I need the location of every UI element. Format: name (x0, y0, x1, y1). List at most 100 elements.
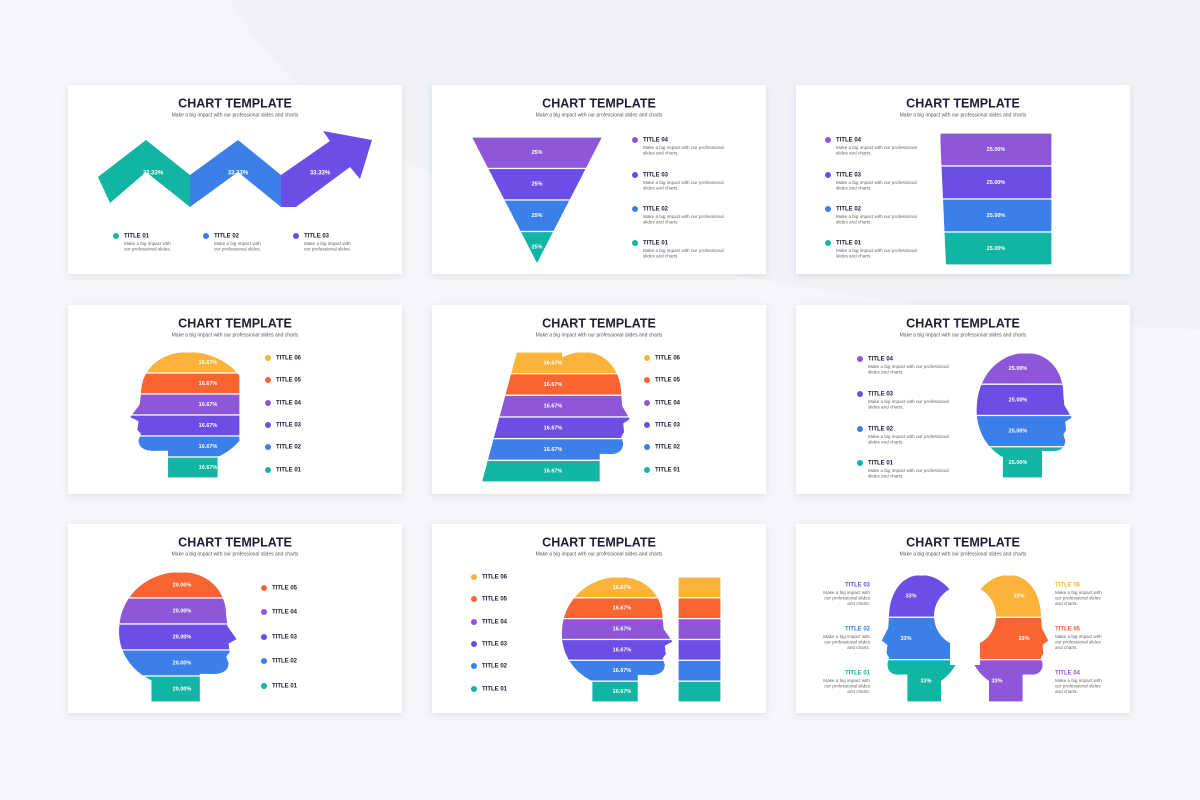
legend-dot (203, 233, 209, 239)
band-value: 20.00% (173, 686, 192, 692)
legend-dot (632, 137, 638, 143)
legend-dot (265, 422, 271, 428)
shape-group (130, 352, 241, 478)
band-value: 16.67% (199, 381, 218, 387)
band-value: 25.00% (1009, 460, 1028, 466)
band-value: 16.67% (544, 447, 563, 453)
band-value: 16.67% (544, 469, 563, 475)
band-value: 16.67% (613, 585, 632, 591)
band-value: 16.67% (613, 689, 632, 695)
slide-subtitle: Make a big impact with our professional … (172, 332, 299, 338)
item-title: TITLE 01 (124, 234, 150, 240)
item-text: slides and charts. (868, 405, 904, 410)
slide-card (796, 305, 1130, 494)
band-value: 33% (905, 594, 916, 600)
segment-value: 33.33% (228, 171, 249, 177)
band-value: 16.67% (613, 647, 632, 653)
item-text: Make a big impact with (1055, 590, 1102, 595)
item-title: TITLE 05 (1055, 627, 1081, 633)
item-title: TITLE 04 (836, 138, 862, 144)
slide-subtitle: Make a big impact with our professional … (536, 112, 663, 118)
slide-subtitle: Make a big impact with our professional … (172, 551, 299, 557)
slide-subtitle: Make a big impact with our professional … (172, 112, 299, 118)
item-text: and charts. (847, 645, 870, 650)
band-value: 20.00% (173, 634, 192, 640)
band-value: 16.67% (199, 444, 218, 450)
item-text: slides and charts. (643, 220, 679, 225)
item-text: slides and charts. (836, 220, 872, 225)
slide-title: CHART TEMPLATE (542, 96, 656, 110)
item-title: TITLE 03 (276, 423, 302, 429)
band-value: 16.67% (544, 382, 563, 388)
band-value: 25.00% (1009, 397, 1028, 403)
item-text: Make a big impact with our professional (836, 248, 917, 253)
band (119, 623, 237, 651)
band (482, 459, 630, 482)
item-text: our professional slides (824, 596, 870, 601)
band (940, 231, 1052, 265)
slide-title: CHART TEMPLATE (178, 316, 292, 330)
shape-group (482, 352, 630, 482)
band-value: 25% (531, 150, 542, 156)
item-text: Make a big impact with (1055, 634, 1102, 639)
item-title: TITLE 03 (304, 234, 330, 240)
item-text: Make a big impact with (823, 678, 870, 683)
slide-subtitle: Make a big impact with our professional … (536, 551, 663, 557)
item-text: our professional slides. (304, 247, 351, 252)
slide-title: CHART TEMPLATE (178, 96, 292, 110)
band-value: 16.67% (199, 465, 218, 471)
legend-dot (825, 240, 831, 246)
item-title: TITLE 06 (482, 575, 508, 581)
slide: CHART TEMPLATE Make a big impact with our… (796, 305, 1130, 494)
item-text: Make a big impact with (124, 241, 171, 246)
band (130, 414, 241, 437)
slide-title: CHART TEMPLATE (542, 316, 656, 330)
band-value: 25.00% (1009, 429, 1028, 435)
legend-dot (265, 355, 271, 361)
band-value: 16.67% (613, 606, 632, 612)
item-title: TITLE 02 (272, 659, 298, 665)
item-text: our professional slides (1055, 684, 1101, 689)
item-text: Make a big impact with our professional (836, 145, 917, 150)
legend-dot (265, 377, 271, 383)
slide-card (432, 85, 766, 274)
bulb-thread (953, 684, 977, 688)
item-text: our professional slides. (124, 247, 171, 252)
item-title: TITLE 02 (868, 427, 894, 433)
legend-dot (113, 233, 119, 239)
legend-dot (471, 574, 477, 580)
slide-title: CHART TEMPLATE (906, 316, 1020, 330)
item-text: slides and charts. (868, 440, 904, 445)
item-title: TITLE 04 (868, 357, 894, 363)
item-title: TITLE 06 (1055, 583, 1081, 589)
band-value: 20.00% (173, 608, 192, 614)
slide-subtitle: Make a big impact with our professional … (900, 332, 1027, 338)
slide-subtitle: Make a big impact with our professional … (900, 112, 1027, 118)
item-text: our professional slides. (214, 247, 261, 252)
item-text: Make a big impact with our professional (868, 468, 949, 473)
shape-group (119, 572, 237, 702)
bulb-neck (950, 639, 980, 665)
bulb-thread (953, 677, 977, 681)
slide: CHART TEMPLATE Make a big impact with our… (432, 85, 766, 274)
item-text: Make a big impact with our professional (643, 180, 724, 185)
legend-dot (825, 172, 831, 178)
band-value: 16.67% (544, 360, 563, 366)
band-value: 33% (920, 678, 931, 684)
item-title: TITLE 01 (643, 241, 669, 247)
item-title: TITLE 01 (272, 684, 298, 690)
slide-subtitle: Make a big impact with our professional … (536, 332, 663, 338)
item-title: TITLE 06 (655, 356, 681, 362)
item-text: and charts. (1055, 645, 1078, 650)
band-value: 16.67% (613, 627, 632, 633)
item-title: TITLE 02 (655, 445, 681, 451)
shape-group (940, 133, 1052, 265)
band-value: 16.67% (199, 402, 218, 408)
legend-dot (857, 391, 863, 397)
item-text: Make a big impact with (1055, 678, 1102, 683)
item-text: Make a big impact with (214, 241, 261, 246)
slide-title: CHART TEMPLATE (906, 96, 1020, 110)
band-value: 25.00% (987, 246, 1006, 252)
item-text: and charts. (847, 601, 870, 606)
band-value: 20.00% (173, 582, 192, 588)
